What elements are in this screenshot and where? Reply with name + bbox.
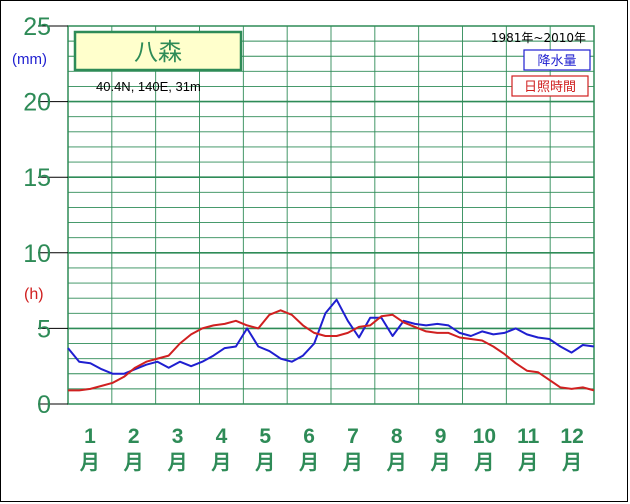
series-lines: [67, 298, 595, 392]
month-number-label: 10: [473, 425, 496, 448]
y-tick-label: 25: [23, 13, 51, 41]
month-suffix-label: 月: [210, 450, 231, 474]
month-number-label: 12: [560, 425, 583, 448]
y-tick-label: 0: [37, 391, 51, 419]
legend-precip-box: [523, 49, 591, 71]
month-number-label: 2: [128, 425, 140, 448]
month-number-label: 7: [347, 425, 359, 448]
month-suffix-label: 月: [517, 450, 538, 474]
month-suffix-label: 月: [386, 450, 407, 474]
precip-series-line: [67, 298, 595, 375]
month-number-label: 11: [517, 425, 540, 448]
legend-sunshine-label: 日照時間: [524, 80, 576, 95]
sunshine-unit-label: (h): [24, 286, 44, 303]
y-axis-ticks: 0 5 10 15 20 25: [23, 13, 68, 419]
station-coordinates: 40.4N, 140E, 31m: [96, 79, 201, 94]
month-suffix-label: 月: [473, 450, 494, 474]
month-suffix-label: 月: [254, 450, 275, 474]
month-suffix-label: 月: [123, 450, 144, 474]
month-number-label: 5: [259, 425, 271, 448]
station-title-box: [73, 30, 243, 72]
month-suffix-label: 月: [561, 450, 582, 474]
y-tick-label: 5: [37, 315, 51, 343]
station-title: 八森: [134, 38, 182, 66]
month-number-label: 1: [84, 425, 96, 448]
month-suffix-label: 月: [167, 450, 188, 474]
y-tick-label: 10: [23, 240, 51, 268]
month-number-label: 3: [172, 425, 184, 448]
period-label: 1981年~2010年: [491, 31, 586, 45]
month-suffix-label: 月: [298, 450, 319, 474]
y-tick-label: 15: [23, 164, 51, 192]
month-number-label: 4: [216, 425, 228, 448]
month-number-label: 9: [435, 425, 447, 448]
sunshine-series-line: [68, 309, 595, 392]
month-suffix-label: 月: [430, 450, 451, 474]
month-number-label: 8: [391, 425, 403, 448]
y-tick-label: 20: [23, 89, 51, 117]
precip-unit-label: (mm): [12, 51, 47, 68]
month-number-label: 6: [303, 425, 315, 448]
month-suffix-label: 月: [79, 450, 100, 474]
legend-precip-label: 降水量: [537, 54, 576, 69]
legend-sunshine-box: [511, 75, 589, 97]
grid: [68, 26, 594, 404]
month-suffix-label: 月: [342, 450, 363, 474]
